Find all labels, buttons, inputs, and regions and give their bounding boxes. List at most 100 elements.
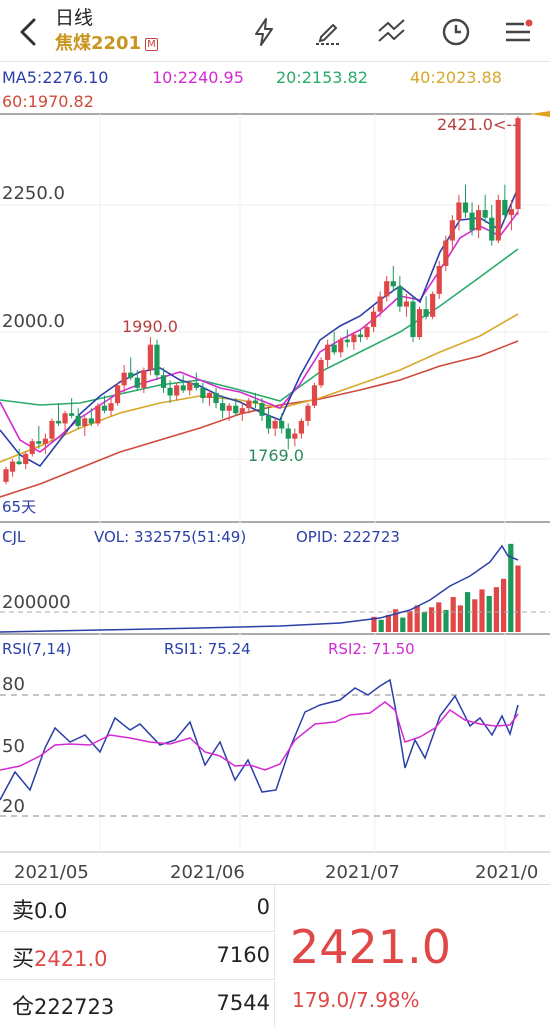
candle-body[interactable] bbox=[403, 301, 410, 307]
candle-body[interactable] bbox=[154, 344, 160, 376]
candle-body[interactable] bbox=[272, 420, 278, 429]
candle-body[interactable] bbox=[285, 428, 291, 439]
candle-body[interactable] bbox=[42, 438, 48, 444]
candle-body[interactable] bbox=[200, 387, 206, 399]
candle-body[interactable] bbox=[49, 420, 55, 439]
candle-body[interactable] bbox=[430, 293, 436, 317]
candle-body[interactable] bbox=[206, 392, 213, 399]
candle-body[interactable] bbox=[121, 372, 127, 386]
menu-button[interactable] bbox=[496, 10, 540, 54]
candle-body[interactable] bbox=[252, 400, 259, 404]
candle-body[interactable] bbox=[16, 461, 22, 465]
candle-body[interactable] bbox=[456, 202, 462, 221]
candle-body[interactable] bbox=[36, 441, 42, 444]
volume-bar bbox=[501, 578, 507, 632]
candle-body[interactable] bbox=[128, 372, 134, 378]
candle-body[interactable] bbox=[515, 118, 521, 210]
candle-body[interactable] bbox=[344, 339, 350, 343]
candle-body[interactable] bbox=[410, 301, 416, 338]
candle-body[interactable] bbox=[397, 286, 403, 307]
candle-body[interactable] bbox=[482, 210, 488, 218]
candle-body[interactable] bbox=[279, 420, 285, 429]
candle-body[interactable] bbox=[147, 344, 154, 371]
candle-body[interactable] bbox=[311, 385, 318, 406]
candle-body[interactable] bbox=[187, 382, 193, 391]
candle-body[interactable] bbox=[370, 311, 377, 327]
candle-body[interactable] bbox=[226, 405, 232, 411]
volume-bar bbox=[400, 617, 406, 632]
candle-body[interactable] bbox=[338, 339, 344, 353]
candle-body[interactable] bbox=[213, 392, 219, 404]
candle-body[interactable] bbox=[292, 433, 298, 439]
symbol-title[interactable]: 焦煤2201 M bbox=[55, 32, 158, 56]
candle-body[interactable] bbox=[75, 415, 81, 426]
open-interest-row[interactable]: 仓222723 7544 bbox=[0, 981, 275, 1027]
candle-body[interactable] bbox=[108, 403, 114, 411]
candle-body[interactable] bbox=[160, 375, 167, 388]
candle-body[interactable] bbox=[239, 408, 245, 414]
candle-body[interactable] bbox=[436, 265, 442, 294]
candle-body[interactable] bbox=[325, 344, 331, 360]
candle-body[interactable] bbox=[180, 385, 186, 391]
candle-body[interactable] bbox=[351, 334, 357, 343]
candle-body[interactable] bbox=[69, 413, 75, 416]
x-label-2021-08: 2021/0 bbox=[475, 862, 538, 883]
candle-body[interactable] bbox=[23, 453, 29, 465]
candle-body[interactable] bbox=[82, 418, 88, 426]
candle-body[interactable] bbox=[449, 220, 455, 241]
volume-bar bbox=[479, 589, 485, 632]
buy-row[interactable]: 买2421.0 7160 bbox=[0, 933, 275, 980]
candle-body[interactable] bbox=[167, 387, 173, 396]
candle-body[interactable] bbox=[476, 210, 482, 231]
candle-body[interactable] bbox=[384, 281, 390, 297]
candle-body[interactable] bbox=[318, 359, 324, 386]
candle-body[interactable] bbox=[443, 240, 449, 266]
sell-row[interactable]: 卖0.0 0 bbox=[0, 885, 275, 932]
draw-button[interactable] bbox=[306, 10, 350, 54]
candle-body[interactable] bbox=[29, 441, 35, 454]
candle-body[interactable] bbox=[259, 403, 265, 416]
candle-body[interactable] bbox=[55, 420, 62, 424]
back-button[interactable] bbox=[8, 10, 48, 54]
lightning-button[interactable] bbox=[242, 10, 286, 54]
candle-body[interactable] bbox=[101, 405, 108, 411]
top-bar: 日线 焦煤2201 M bbox=[0, 0, 550, 62]
candle-body[interactable] bbox=[357, 334, 364, 338]
candle-body[interactable] bbox=[246, 400, 252, 409]
oi-label-text: 仓222723 bbox=[12, 989, 114, 1021]
indicator-button[interactable] bbox=[370, 10, 414, 54]
candle-body[interactable] bbox=[88, 418, 94, 424]
candle-body[interactable] bbox=[174, 385, 180, 396]
candle-body[interactable] bbox=[416, 309, 423, 338]
candle-body[interactable] bbox=[9, 461, 16, 472]
ma5-value: MA5:2276.10 bbox=[2, 68, 109, 87]
candle-body[interactable] bbox=[364, 326, 370, 338]
candle-body[interactable] bbox=[134, 377, 140, 388]
candle-body[interactable] bbox=[502, 199, 508, 216]
candle-body[interactable] bbox=[298, 420, 304, 434]
candle-body[interactable] bbox=[3, 469, 9, 482]
candle-body[interactable] bbox=[114, 385, 121, 404]
candle-body[interactable] bbox=[469, 212, 475, 231]
rsi2-value: RSI2: 71.50 bbox=[328, 640, 415, 658]
kline-chart[interactable]: 2250.0 2000.0 1990.0 1769.0 2421.0<-- 65… bbox=[0, 0, 550, 884]
candle-body[interactable] bbox=[193, 382, 199, 388]
candle-body[interactable] bbox=[489, 217, 495, 241]
candle-body[interactable] bbox=[220, 403, 226, 411]
candle-body[interactable] bbox=[265, 415, 272, 429]
candle-body[interactable] bbox=[141, 370, 147, 388]
candle-body[interactable] bbox=[305, 405, 311, 421]
candle-body[interactable] bbox=[462, 202, 469, 213]
candle-body[interactable] bbox=[495, 199, 501, 241]
candle-body[interactable] bbox=[377, 296, 383, 312]
candle-body[interactable] bbox=[390, 281, 396, 287]
candle-body[interactable] bbox=[331, 344, 337, 353]
candle-body[interactable] bbox=[95, 405, 101, 424]
rsi1-value: RSI1: 75.24 bbox=[164, 640, 251, 658]
time-button[interactable] bbox=[434, 10, 478, 54]
candle-body[interactable] bbox=[62, 413, 68, 424]
candle-body[interactable] bbox=[508, 209, 515, 216]
high-annotation: 1990.0 bbox=[122, 317, 178, 336]
candle-body[interactable] bbox=[423, 309, 429, 317]
candle-body[interactable] bbox=[233, 405, 239, 414]
